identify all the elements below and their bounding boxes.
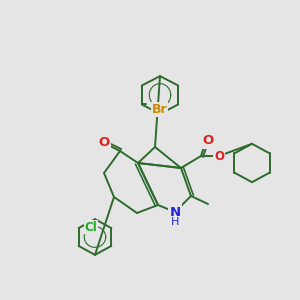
Text: N: N	[169, 206, 181, 218]
Text: Cl: Cl	[85, 221, 98, 234]
Text: O: O	[202, 134, 214, 148]
Text: H: H	[171, 217, 179, 227]
Text: Br: Br	[152, 103, 167, 116]
Text: O: O	[214, 149, 224, 163]
Text: O: O	[98, 136, 110, 149]
